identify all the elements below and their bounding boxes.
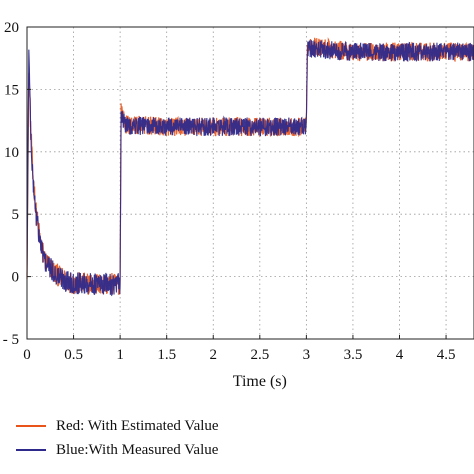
series-layer — [26, 37, 474, 297]
x-tick-label-3: 1.5 — [157, 347, 176, 363]
legend: Red: With Estimated Value Blue:With Meas… — [16, 414, 219, 462]
x-axis-label: Time (s) — [233, 373, 287, 390]
x-tick-label-5: 2.5 — [250, 347, 269, 363]
y-tick-label-5: 20 — [4, 20, 19, 36]
x-tick-label-9: 4.5 — [437, 347, 456, 363]
legend-label-blue: Blue:With Measured Value — [56, 441, 219, 458]
x-tick-label-0: 0 — [23, 347, 31, 363]
x-tick-label-7: 3.5 — [344, 347, 363, 363]
y-tick-label-4: 15 — [4, 82, 19, 98]
x-tick-label-6: 3 — [303, 347, 311, 363]
legend-item-red: Red: With Estimated Value — [16, 414, 219, 438]
y-tick-label-3: 10 — [4, 145, 19, 161]
series-line-0 — [26, 37, 474, 295]
plot-frame — [26, 26, 474, 340]
y-tick-label-1: 0 — [12, 270, 20, 286]
x-tick-label-2: 1 — [116, 347, 124, 363]
x-tick-label-1: 0.5 — [64, 347, 83, 363]
legend-item-blue: Blue:With Measured Value — [16, 438, 219, 462]
legend-swatch-red — [16, 425, 46, 427]
y-tick-label-2: 5 — [12, 207, 20, 223]
legend-swatch-blue — [16, 449, 46, 451]
y-tick-label-0: - 5 — [3, 332, 19, 348]
x-tick-label-4: 2 — [210, 347, 218, 363]
legend-label-red: Red: With Estimated Value — [56, 417, 219, 434]
x-tick-label-8: 4 — [396, 347, 404, 363]
series-line-1 — [26, 39, 474, 297]
